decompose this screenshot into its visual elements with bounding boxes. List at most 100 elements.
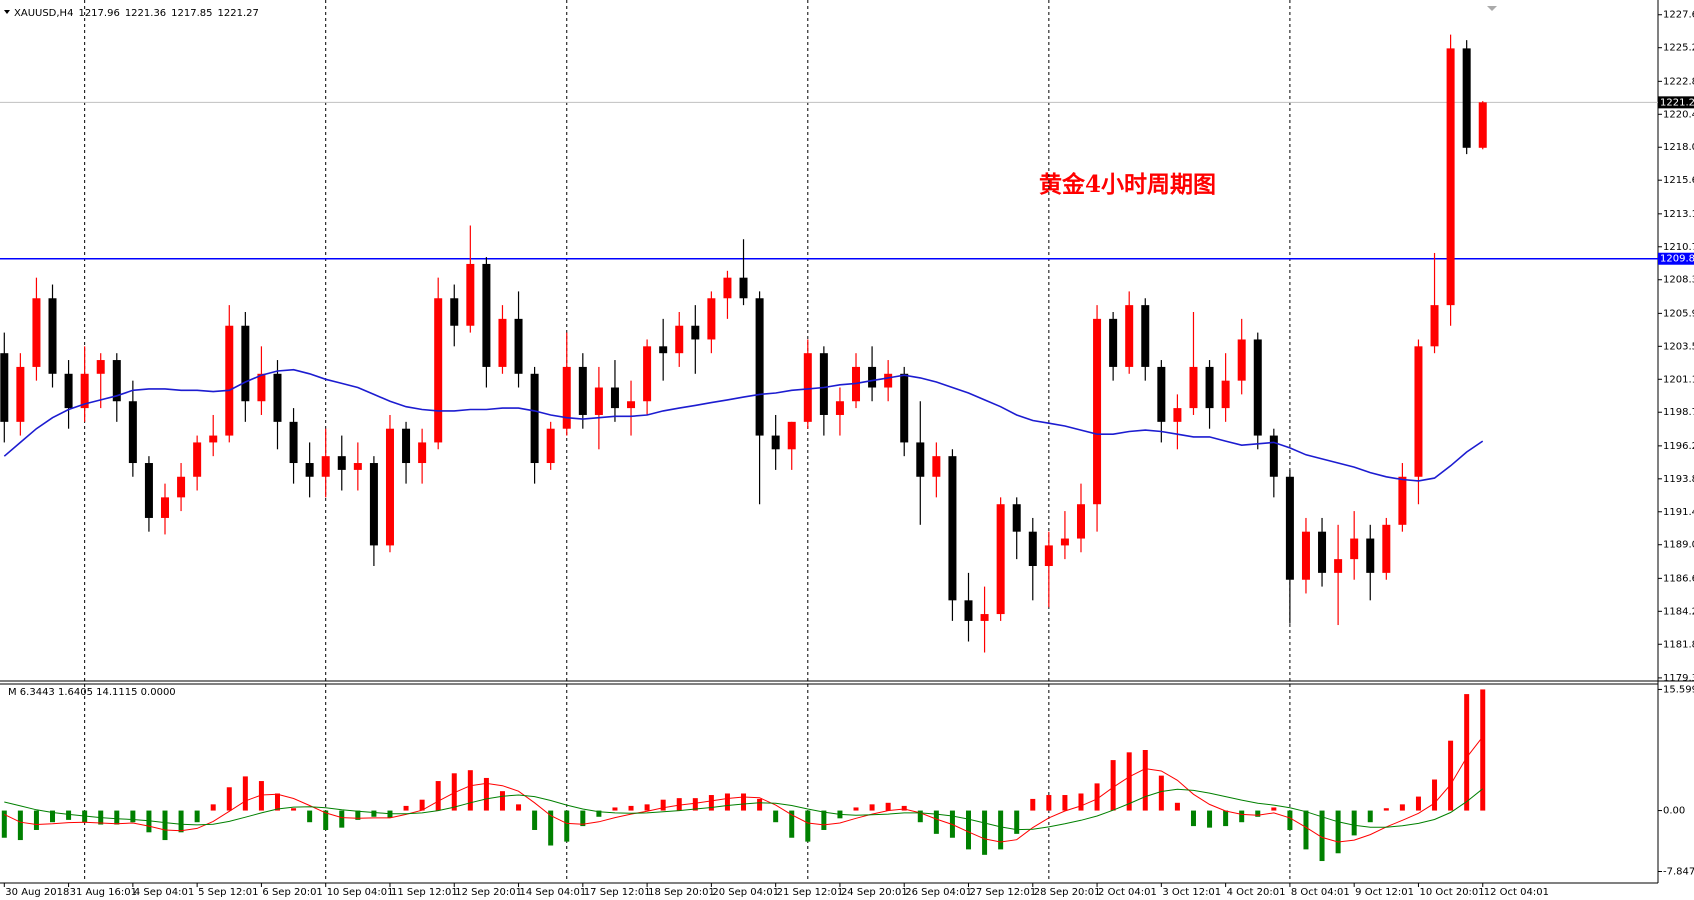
candle-body: [530, 373, 539, 464]
candle-body: [1173, 408, 1182, 422]
x-tick-label: 14 Sep 04:01: [520, 887, 587, 898]
histogram-bar: [499, 791, 505, 811]
histogram-bar: [805, 810, 811, 842]
header-low: 1217.85: [171, 8, 212, 19]
shift-marker: [1487, 6, 1497, 11]
candle-body: [1221, 380, 1230, 409]
histogram-bar: [1062, 795, 1068, 811]
candle-body: [546, 428, 555, 464]
candle-body: [225, 325, 234, 436]
x-tick-label: 28 Sep 20:01: [1034, 887, 1101, 898]
candle-body: [305, 463, 314, 477]
histogram-bar: [258, 781, 264, 811]
histogram-bar: [548, 810, 554, 846]
header-close: 1221.27: [218, 8, 259, 19]
candle-body: [209, 435, 218, 443]
histogram-bar: [435, 781, 441, 811]
candle-body: [771, 435, 780, 450]
candle-body: [177, 476, 186, 498]
histogram-bar: [1415, 796, 1421, 811]
indicator-line: [4, 788, 1484, 831]
candle-body: [1478, 102, 1487, 148]
candle-body: [32, 298, 41, 367]
histogram-bar: [901, 805, 907, 811]
histogram-bar: [644, 804, 650, 811]
histogram-bar: [1383, 808, 1389, 811]
histogram-bar: [146, 810, 152, 833]
histogram-bar: [1174, 802, 1180, 811]
candle-body: [659, 346, 668, 354]
candle-body: [707, 298, 716, 340]
histogram-bar: [339, 810, 345, 828]
histogram-bar: [982, 810, 988, 855]
histogram-bar: [162, 810, 168, 841]
y-tick-label: 1205.90: [1663, 308, 1694, 319]
histogram-bar: [789, 810, 795, 838]
candle-body: [627, 401, 636, 409]
histogram-bar: [676, 798, 682, 811]
candle-body: [321, 456, 330, 477]
level-box: [1658, 252, 1694, 265]
candle-body: [578, 366, 587, 415]
histogram-bar: [917, 810, 923, 823]
histogram-bar: [371, 810, 377, 817]
histogram-bar: [580, 810, 586, 827]
y-tick-label: 1193.85: [1663, 474, 1694, 485]
candle-body: [1382, 524, 1391, 573]
candle-body: [257, 373, 266, 402]
y-tick-label: 1227.65: [1663, 10, 1694, 21]
y-tick-label: 1222.80: [1663, 76, 1694, 87]
y-tick-label: 1203.50: [1663, 341, 1694, 352]
y-tick-label: 0.00: [1663, 806, 1685, 817]
histogram-bar: [33, 810, 39, 830]
candle-body: [1109, 318, 1118, 367]
candle-body: [980, 614, 989, 621]
histogram-bar: [274, 793, 280, 811]
candle-body: [868, 366, 877, 388]
candle-body: [1318, 531, 1327, 573]
candle-body: [1462, 48, 1471, 148]
candle-body: [273, 373, 282, 422]
candle-body: [1350, 538, 1359, 560]
candle-body: [402, 428, 411, 464]
histogram-bar: [1464, 694, 1470, 811]
histogram-bar: [564, 810, 570, 842]
candle-body: [1141, 305, 1150, 367]
x-tick-label: 12 Sep 20:01: [455, 887, 522, 898]
histogram-bar: [50, 810, 56, 823]
histogram-bar: [178, 810, 184, 833]
histogram-bar: [1207, 810, 1213, 828]
indicator-title: M 6.3443 1.6405 14.1115 0.0000: [8, 687, 176, 698]
candle-body: [1012, 504, 1021, 532]
candle-body: [1237, 339, 1246, 381]
histogram-bar: [708, 795, 714, 811]
x-tick-label: 20 Sep 04:01: [712, 887, 779, 898]
candle-body: [1446, 48, 1455, 306]
histogram-bar: [853, 807, 859, 811]
histogram-bar: [869, 804, 875, 811]
candle-body: [337, 456, 346, 470]
histogram-bar: [1223, 810, 1229, 827]
histogram-bar: [403, 805, 409, 811]
histogram-bar: [596, 810, 602, 817]
candle-body: [1366, 538, 1375, 573]
x-tick-label: 4 Oct 20:01: [1227, 887, 1286, 898]
x-tick-label: 24 Sep 20:01: [841, 887, 908, 898]
candle-body: [48, 298, 57, 374]
candle-body: [112, 360, 121, 402]
histogram-bar: [1367, 810, 1373, 823]
candle-body: [610, 387, 619, 409]
histogram-bar: [1239, 810, 1245, 823]
x-tick-label: 3 Oct 12:01: [1162, 887, 1221, 898]
x-tick-label: 9 Oct 12:01: [1355, 887, 1414, 898]
histogram-bar: [1448, 740, 1454, 811]
candle-body: [1076, 504, 1085, 539]
histogram-bar: [741, 793, 747, 811]
candle-body: [1205, 366, 1214, 409]
histogram-bar: [17, 810, 23, 841]
histogram-bar: [724, 793, 730, 811]
histogram-bar: [1030, 798, 1036, 811]
candle-body: [723, 277, 732, 299]
y-tick-label: 1210.75: [1663, 242, 1694, 253]
